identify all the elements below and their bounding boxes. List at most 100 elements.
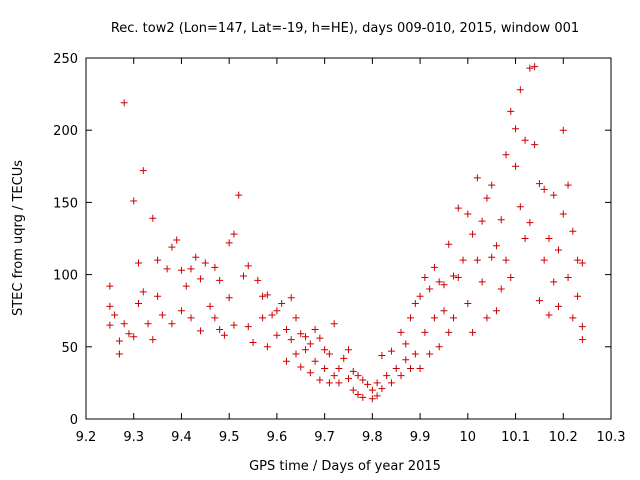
data-point [421,273,429,281]
data-point [201,259,209,267]
data-point [464,299,472,307]
data-point [292,314,300,322]
data-point [402,356,410,364]
data-point [555,302,562,310]
x-tick-label: 10.3 [597,430,626,445]
data-point [106,321,114,329]
data-point [349,386,357,394]
data-point [311,325,319,333]
data-point [416,364,424,372]
data-point [216,325,224,333]
data-point [569,314,577,322]
data-point [211,263,219,271]
data-point [550,278,558,286]
data-point [154,256,162,264]
data-point [445,240,453,248]
data-point [244,323,252,331]
data-point [564,273,572,281]
data-point [550,191,558,199]
data-point [469,230,477,238]
y-tick-label: 100 [53,269,78,284]
data-point [507,273,515,281]
data-point [492,242,500,250]
data-point [521,136,529,144]
data-point [478,217,486,225]
data-point [306,369,314,377]
data-point [450,272,457,280]
data-point [273,331,281,339]
data-point [578,259,586,267]
data-point [450,314,457,322]
data-point [440,281,448,289]
data-point [139,288,147,296]
data-point [345,346,352,354]
data-point [115,350,123,358]
chart-title: Rec. tow2 (Lon=147, Lat=-19, h=HE), days… [111,21,579,36]
x-tick-label: 9.9 [410,430,431,445]
data-point [249,338,257,346]
data-point [135,259,142,267]
data-point [130,197,138,205]
data-point [354,390,362,398]
data-point [540,185,548,193]
data-point [287,294,295,302]
data-point [535,297,543,305]
data-point [387,379,395,387]
data-point [316,376,324,384]
data-point [211,314,219,322]
data-point [177,266,185,274]
data-point [402,340,410,348]
data-point [521,235,529,242]
x-tick-label: 9.7 [314,430,335,445]
x-tick-label: 9.2 [76,430,97,445]
y-axis-ticks: 0 50 100 150 200 250 [53,52,611,428]
data-point [464,210,472,218]
x-tick-label: 9.6 [267,430,288,445]
data-point [187,314,195,322]
data-point [106,302,114,310]
data-point [435,343,443,351]
data-point [569,227,577,235]
x-axis-label: GPS time / Days of year 2015 [249,459,441,474]
data-point [182,282,190,290]
data-point [111,311,119,319]
data-point [411,299,419,307]
data-point [192,253,200,261]
data-point [149,336,157,344]
x-tick-label: 9.8 [362,430,383,445]
data-point [325,350,333,358]
data-point [120,99,128,107]
data-point [220,331,228,339]
data-point [473,174,481,182]
data-point [197,327,205,335]
data-point [206,302,214,310]
data-point [440,307,448,315]
data-point [435,278,443,286]
data-point [497,285,505,293]
data-points [106,63,586,403]
data-point [535,180,543,188]
data-point [469,328,477,336]
data-point [397,328,405,336]
data-point [531,141,539,149]
data-point [302,346,310,354]
data-point [359,376,367,384]
data-point [135,299,142,307]
x-tick-label: 10.2 [549,430,578,445]
data-point [526,219,534,227]
data-point [240,272,247,280]
data-point [335,379,343,387]
data-point [545,311,553,319]
data-point [168,320,176,328]
data-point [154,292,162,300]
data-point [292,350,300,358]
data-point [359,393,367,401]
data-point [578,336,586,344]
data-point [454,204,462,212]
data-point [106,282,114,290]
data-point [545,235,553,242]
data-point [421,328,429,336]
y-tick-label: 50 [61,341,78,356]
data-point [445,328,453,336]
